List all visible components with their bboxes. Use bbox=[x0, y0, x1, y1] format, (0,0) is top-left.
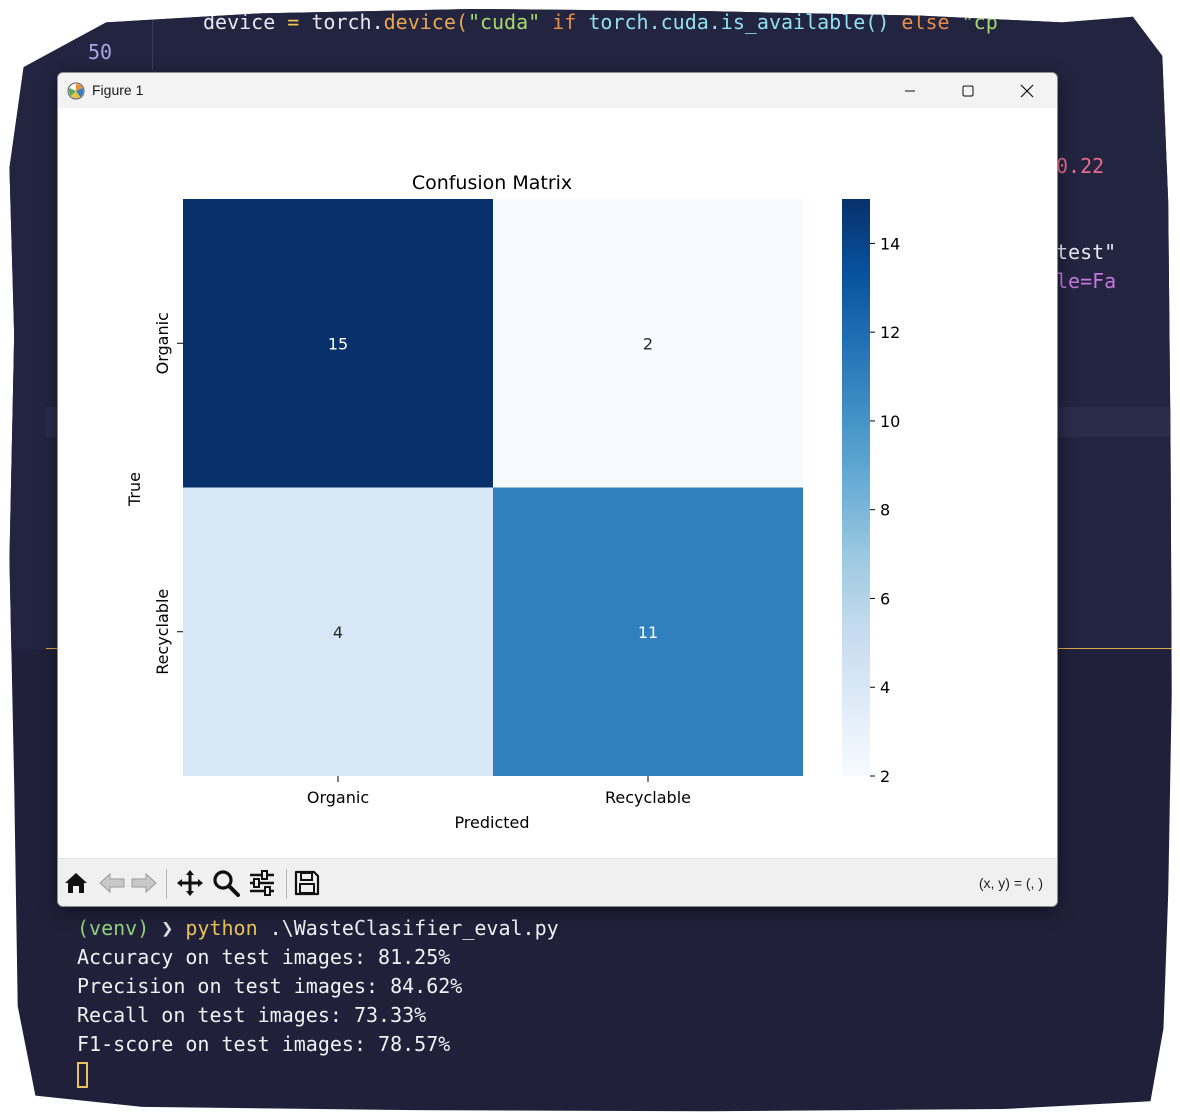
code-token: torch.cuda.is_available() bbox=[588, 10, 890, 34]
editor-gutter-divider bbox=[152, 8, 153, 70]
cell-value-label: 2 bbox=[643, 334, 653, 353]
x-tick-label: Recyclable bbox=[605, 788, 691, 807]
terminal-cursor-line bbox=[77, 1059, 559, 1088]
save-button[interactable] bbox=[291, 867, 323, 899]
code-token: device bbox=[203, 10, 288, 34]
close-icon bbox=[1020, 84, 1034, 97]
home-button[interactable] bbox=[60, 867, 92, 899]
confusion-matrix-chart: Confusion Matrix 15 2 4 11 Organic Recyclabl… bbox=[125, 172, 900, 832]
code-token: "cuda" bbox=[467, 10, 541, 34]
x-axis-label: Predicted bbox=[454, 813, 529, 832]
code-fragment: le=Fa bbox=[1056, 269, 1117, 293]
zoom-button[interactable] bbox=[210, 867, 242, 899]
coordinate-readout: (x, y) = (, ) bbox=[978, 875, 1043, 891]
pan-icon bbox=[177, 870, 203, 896]
colorbar-tick-label: 4 bbox=[880, 678, 890, 697]
back-icon bbox=[99, 872, 125, 894]
window-title: Figure 1 bbox=[92, 82, 144, 98]
colorbar-tick-label: 12 bbox=[880, 323, 900, 342]
minimize-icon bbox=[905, 90, 915, 91]
matplotlib-logo-icon bbox=[67, 82, 85, 100]
colorbar-tick-label: 2 bbox=[880, 767, 890, 786]
y-axis-label: True bbox=[125, 472, 144, 507]
code-token: if bbox=[540, 10, 589, 34]
colorbar bbox=[842, 199, 870, 776]
colorbar-tick-label: 8 bbox=[880, 501, 890, 520]
colorbar-tick-label: 6 bbox=[880, 589, 890, 608]
cell-value-label: 11 bbox=[638, 623, 658, 642]
forward-button[interactable] bbox=[128, 867, 160, 899]
terminal-line: F1-score on test images: 78.57% bbox=[77, 1032, 451, 1056]
terminal-line: Recall on test images: 73.33% bbox=[77, 1003, 427, 1027]
line-number: 50 bbox=[88, 40, 113, 64]
colorbar-tick-label: 14 bbox=[880, 234, 900, 253]
figure-toolbar: (x, y) = (, ) bbox=[58, 858, 1057, 906]
forward-icon bbox=[131, 872, 157, 894]
terminal-cursor bbox=[77, 1061, 88, 1088]
terminal-output[interactable]: (venv) ❯ python .\WasteClasifier_eval.py… bbox=[77, 914, 559, 1088]
y-tick-label: Organic bbox=[153, 312, 172, 374]
save-icon bbox=[294, 870, 320, 896]
code-token: device( bbox=[383, 10, 468, 34]
window-titlebar[interactable]: Figure 1 bbox=[58, 73, 1057, 108]
colorbar-tick-label: 10 bbox=[880, 412, 900, 431]
cell-value-label: 15 bbox=[328, 334, 348, 353]
code-fragment: 0.22 bbox=[1056, 154, 1105, 178]
code-line[interactable]: device = torch.device("cuda" if torch.cu… bbox=[203, 10, 998, 34]
figure-canvas[interactable]: Confusion Matrix 15 2 4 11 Organic Recyclabl… bbox=[58, 108, 1057, 858]
x-tick-label: Organic bbox=[307, 788, 369, 807]
code-token: "cp bbox=[961, 10, 998, 34]
figure-window[interactable]: Figure 1 bbox=[57, 72, 1058, 907]
toolbar-separator bbox=[166, 869, 167, 899]
terminal-command-args: .\WasteClasifier_eval.py bbox=[257, 916, 559, 940]
terminal-command: python bbox=[185, 916, 258, 940]
cell-value-label: 4 bbox=[333, 623, 343, 642]
code-token: = bbox=[287, 10, 300, 34]
venv-indicator: (venv) bbox=[77, 916, 150, 940]
heatmap-cell bbox=[493, 199, 803, 488]
pan-button[interactable] bbox=[174, 867, 206, 899]
minimize-button[interactable] bbox=[881, 73, 939, 108]
heatmap-cell bbox=[183, 487, 493, 776]
toolbar-separator bbox=[286, 869, 287, 899]
terminal-prompt-line: (venv) ❯ python .\WasteClasifier_eval.py bbox=[77, 914, 559, 943]
configure-subplots-icon bbox=[250, 870, 274, 896]
maximize-button[interactable] bbox=[939, 73, 997, 108]
code-token: else bbox=[889, 10, 962, 34]
code-token: torch. bbox=[299, 10, 384, 34]
zoom-icon bbox=[213, 870, 240, 897]
terminal-line: Precision on test images: 84.62% bbox=[77, 974, 463, 998]
code-fragment: test" bbox=[1056, 240, 1117, 264]
terminal-line: Accuracy on test images: 81.25% bbox=[77, 945, 451, 969]
heatmap-cell bbox=[183, 199, 493, 488]
back-button[interactable] bbox=[96, 867, 128, 899]
y-tick-label: Recyclable bbox=[153, 589, 172, 675]
home-icon bbox=[65, 873, 87, 893]
chart-title: Confusion Matrix bbox=[412, 172, 572, 194]
prompt-chevron-icon: ❯ bbox=[161, 916, 174, 940]
maximize-icon bbox=[962, 85, 974, 96]
close-button[interactable] bbox=[998, 73, 1056, 108]
configure-subplots-button[interactable] bbox=[246, 867, 278, 899]
heatmap-cell bbox=[493, 487, 803, 776]
